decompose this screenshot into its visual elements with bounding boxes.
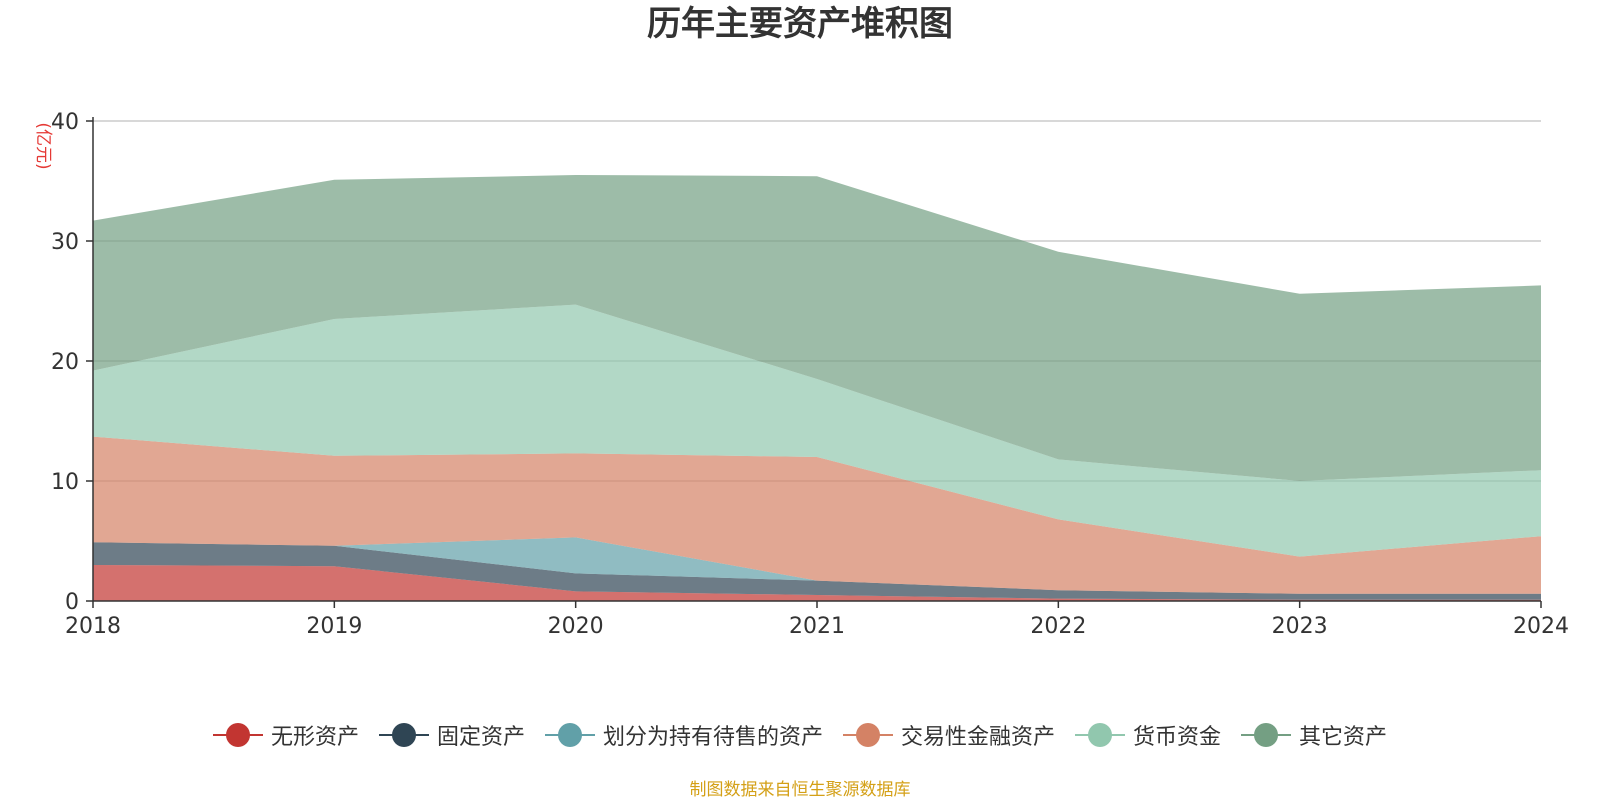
x-tick-label: 2024 [1513, 614, 1569, 639]
legend-label: 交易性金融资产 [901, 725, 1056, 750]
legend-item-5[interactable]: 其它资产 [1241, 719, 1387, 751]
legend-symbol-icon [843, 723, 893, 747]
legend-label: 其它资产 [1299, 725, 1388, 750]
legend-dot-icon [1088, 723, 1113, 747]
legend-item-1[interactable]: 固定资产 [378, 719, 525, 751]
chart-title: 历年主要资产堆积图 [647, 4, 953, 44]
x-tick-label: 2018 [65, 614, 121, 639]
legend-label: 货币资金 [1133, 725, 1222, 750]
legend-symbol-icon [1241, 723, 1292, 747]
legend-symbol-icon [212, 723, 263, 747]
y-tick-label: 30 [51, 230, 79, 255]
legend-dot-icon [557, 723, 582, 747]
x-tick-label: 2022 [1030, 614, 1086, 639]
x-tick-label: 2019 [306, 614, 362, 639]
y-tick-label: 0 [65, 590, 79, 615]
legend-dot-icon [1254, 723, 1279, 747]
area-series-0[interactable] [93, 565, 1541, 601]
area-series-5[interactable] [93, 175, 1541, 481]
y-tick-label: 20 [51, 350, 79, 375]
legend-item-0[interactable]: 无形资产 [212, 719, 359, 751]
legend-item-2[interactable]: 划分为持有待售的资产 [544, 719, 823, 751]
source-note: 制图数据来自恒生聚源数据库 [689, 780, 911, 800]
legend-symbol-icon [378, 723, 429, 747]
legend-dot-icon [856, 723, 880, 747]
area-series [93, 175, 1541, 601]
legend-item-4[interactable]: 货币资金 [1075, 719, 1221, 751]
y-tick-label: 40 [51, 110, 79, 135]
y-tick-label: 10 [51, 470, 79, 495]
area-series-3[interactable] [93, 436, 1541, 594]
legend-label: 划分为持有待售的资产 [602, 725, 823, 750]
area-series-1[interactable] [93, 542, 1541, 600]
x-tick-label: 2021 [789, 614, 845, 639]
legend-item-3[interactable]: 交易性金融资产 [843, 719, 1055, 751]
area-series-4[interactable] [93, 304, 1541, 557]
legend-label: 固定资产 [436, 725, 525, 750]
x-tick-label: 2020 [548, 614, 604, 639]
legend-symbol-icon [544, 723, 595, 747]
legend-dot-icon [225, 723, 250, 747]
y-axis-unit-label: (亿元) [33, 122, 53, 169]
axes: 0 10 20 30 40 2018 2019 2020 2021 2022 2023 2024 [51, 110, 1569, 639]
area-series-2[interactable] [93, 537, 1541, 594]
legend-label: 无形资产 [270, 725, 359, 750]
legend-dot-icon [391, 723, 416, 747]
legend: 无形资产 固定资产 划分为持有待售的资产 交易性金融资产 货币资金 其它资产 [0, 718, 1600, 752]
legend-symbol-icon [1075, 723, 1126, 747]
x-tick-label: 2023 [1272, 614, 1328, 639]
